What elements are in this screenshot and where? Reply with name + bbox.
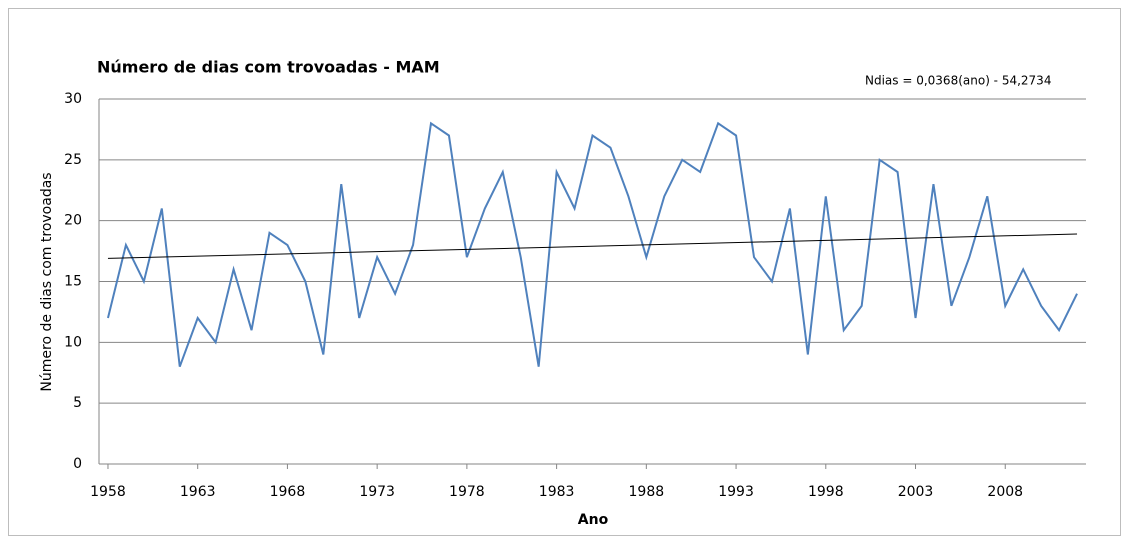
x-tick-label: 2003	[898, 484, 934, 500]
y-tick-label: 0	[73, 456, 82, 472]
x-axis-label: Ano	[578, 512, 609, 528]
x-tick-label: 1988	[629, 484, 665, 500]
x-tick-label: 1973	[359, 484, 395, 500]
y-tick-label: 10	[64, 334, 82, 350]
x-tick-label: 1983	[539, 484, 575, 500]
y-tick-label: 25	[64, 152, 82, 168]
x-tick-label: 2008	[987, 484, 1023, 500]
chart-frame	[8, 8, 1121, 536]
x-tick-label: 1963	[180, 484, 216, 500]
y-tick-label: 5	[73, 395, 82, 411]
data-line	[107, 121, 1078, 368]
trend-equation: Ndias = 0,0368(ano) - 54,2734	[865, 74, 1051, 88]
x-tick-label: 1968	[270, 484, 306, 500]
x-tick-label: 1958	[90, 484, 126, 500]
y-axis-label: Número de dias com trovoadas	[39, 172, 55, 391]
y-tick-label: 30	[64, 91, 82, 107]
y-tick-label: 15	[64, 274, 82, 290]
x-tick-label: 1998	[808, 484, 844, 500]
y-tick-label: 20	[64, 213, 82, 229]
trend-line	[107, 233, 1078, 259]
chart-title: Número de dias com trovoadas - MAM	[97, 58, 440, 77]
x-tick-label: 1993	[718, 484, 754, 500]
x-tick-label: 1978	[449, 484, 485, 500]
